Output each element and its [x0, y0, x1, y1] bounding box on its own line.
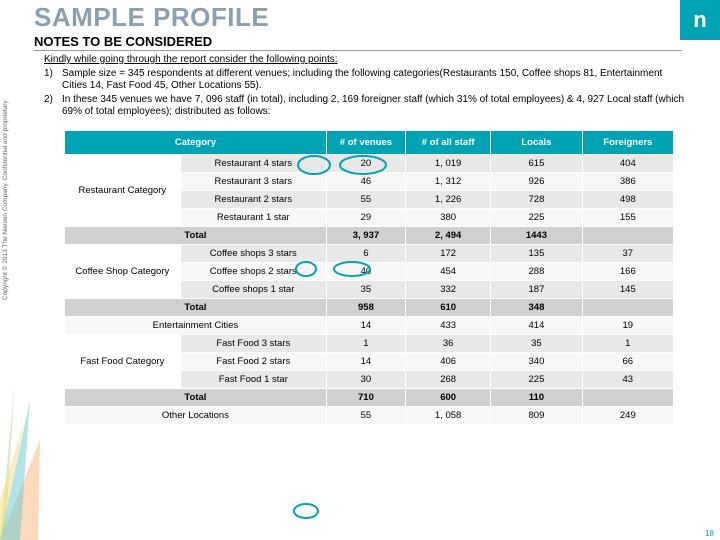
col-venues: # of venues	[326, 131, 405, 155]
subcategory-cell: Coffee shops 2 stars	[180, 263, 326, 281]
heading-rule	[34, 50, 682, 51]
table-row: Coffee Shop CategoryCoffee shops 3 stars…	[65, 245, 674, 263]
col-locals: Locals	[491, 131, 582, 155]
table-row: Total710600110	[65, 389, 674, 407]
table-row: Entertainment Cities1443341419	[65, 317, 674, 335]
subcategory-cell: Restaurant 1 star	[180, 209, 326, 227]
brand-logo: n	[680, 0, 720, 40]
table-row: Restaurant CategoryRestaurant 4 stars201…	[65, 155, 674, 173]
subcategory-cell: Fast Food 1 star	[180, 371, 326, 389]
copyright-sidetext: Copyright © 2013 The Nielsen Company. Co…	[2, 99, 9, 300]
table-row: Fast Food CategoryFast Food 3 stars13635…	[65, 335, 674, 353]
staff-table: Category # of venues # of all staff Loca…	[64, 130, 674, 425]
corner-deco	[0, 380, 40, 540]
table-row: Total958610348	[65, 299, 674, 317]
subcategory-cell: Fast Food 3 stars	[180, 335, 326, 353]
total-label: Total	[65, 299, 327, 317]
annotation-circle	[292, 502, 320, 520]
col-staff: # of all staff	[406, 131, 491, 155]
brand-glyph: n	[693, 7, 706, 33]
notes-list: 1)Sample size = 345 respondents at diffe…	[44, 68, 686, 119]
notes-item-1: 1)Sample size = 345 respondents at diffe…	[44, 68, 686, 93]
category-single: Entertainment Cities	[65, 317, 327, 335]
notes-lead: Kindly while going through the report co…	[44, 54, 686, 67]
category-cell: Restaurant Category	[65, 155, 181, 227]
subcategory-cell: Coffee shops 1 star	[180, 281, 326, 299]
subcategory-cell: Fast Food 2 stars	[180, 353, 326, 371]
slide: n SAMPLE PROFILE NOTES TO BE CONSIDERED …	[0, 0, 720, 540]
table-row: Total3, 9372, 4941443	[65, 227, 674, 245]
subcategory-cell: Restaurant 4 stars	[180, 155, 326, 173]
category-cell: Fast Food Category	[65, 335, 181, 389]
notes-heading: NOTES TO BE CONSIDERED	[34, 34, 212, 49]
page-title: SAMPLE PROFILE	[34, 2, 269, 33]
total-label: Total	[65, 227, 327, 245]
col-foreigners: Foreigners	[582, 131, 673, 155]
notes-item-2: 2)In these 345 venues we have 7, 096 sta…	[44, 94, 686, 119]
subcategory-cell: Restaurant 3 stars	[180, 173, 326, 191]
subcategory-cell: Coffee shops 3 stars	[180, 245, 326, 263]
category-single: Other Locations	[65, 407, 327, 425]
total-label: Total	[65, 389, 327, 407]
table-row: Other Locations551, 058809249	[65, 407, 674, 425]
category-cell: Coffee Shop Category	[65, 245, 181, 299]
subcategory-cell: Restaurant 2 stars	[180, 191, 326, 209]
notes-block: Kindly while going through the report co…	[44, 54, 686, 119]
col-category: Category	[65, 131, 327, 155]
page-number: 18	[705, 529, 714, 538]
table-body: Restaurant CategoryRestaurant 4 stars201…	[65, 155, 674, 425]
table-header-row: Category # of venues # of all staff Loca…	[65, 131, 674, 155]
staff-table-wrap: Category # of venues # of all staff Loca…	[64, 130, 674, 425]
